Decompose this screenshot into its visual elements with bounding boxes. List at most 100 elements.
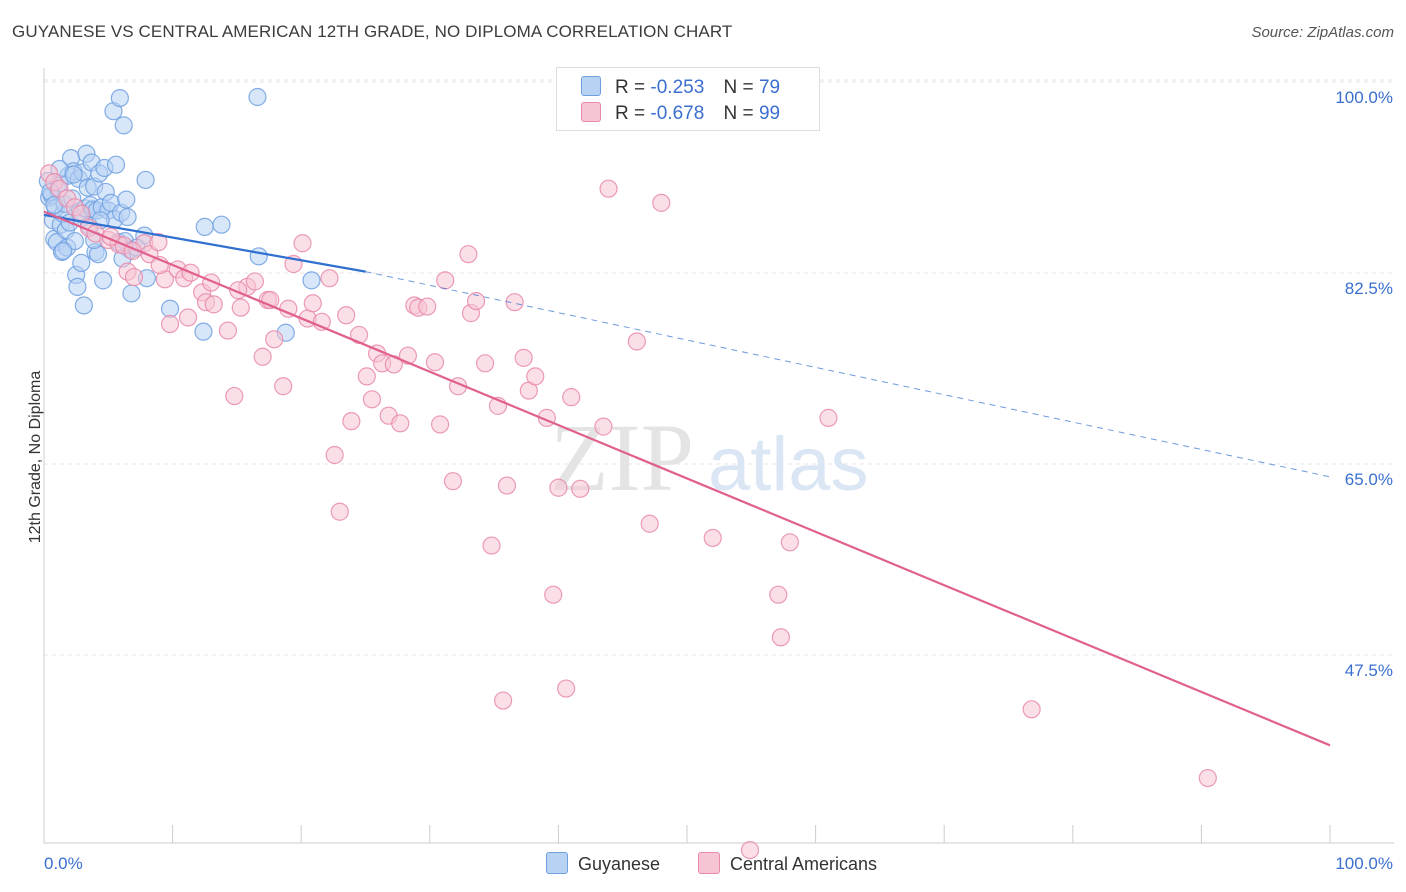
point-central-americans-68 [497,476,517,495]
point-guyanese-62 [194,322,213,341]
grid-lines [44,79,1394,656]
watermark: ZIP atlas [550,404,869,511]
point-guyanese-74 [64,165,83,184]
point-central-americans-24 [218,321,237,340]
point-central-americans-86 [769,585,788,604]
point-guyanese-61 [160,299,180,318]
point-central-americans-89 [819,408,838,427]
point-central-americans-57 [430,415,450,434]
point-guyanese-22 [68,277,87,297]
point-central-americans-15 [149,233,168,252]
bottom-legend-swatch-central-americans [698,852,720,874]
bottom-legend-guyanese: Guyanese [546,852,660,875]
point-guyanese-68 [302,271,321,290]
legend-n-label: N = [723,77,754,98]
legend-n-value-guyanese: 79 [758,77,781,98]
point-central-americans-43 [342,412,361,431]
legend-r-value-guyanese: -0.253 [650,77,705,98]
point-central-americans-69 [505,293,524,312]
point-central-americans-29 [253,347,272,366]
bottom-legend-label-central-americans: Central Americans [730,854,878,874]
point-central-americans-37 [303,294,322,313]
point-guyanese-20 [65,231,84,251]
point-central-americans-75 [549,478,568,497]
point-guyanese-48 [106,155,126,174]
point-central-americans-72 [526,367,545,386]
point-guyanese-41 [94,271,113,290]
point-central-americans-64 [475,354,495,373]
point-central-americans-40 [325,445,344,465]
point-central-americans-61 [459,245,478,264]
point-central-americans-41 [330,502,349,521]
point-central-americans-82 [640,514,659,533]
point-central-americans-45 [357,367,376,386]
legend-row-guyanese: R = -0.253 N = 79 [581,76,780,99]
point-guyanese-69 [54,241,73,260]
point-central-americans-88 [780,533,799,552]
point-central-americans-85 [740,840,760,860]
point-central-americans-65 [482,536,501,555]
point-central-americans-83 [652,193,671,212]
chart-title: GUYANESE VS CENTRAL AMERICAN 12TH GRADE,… [12,22,733,41]
point-guyanese-54 [117,190,136,209]
trend-lines [43,210,1331,747]
point-central-americans-35 [293,234,312,253]
y-tick-label-0: 100.0% [1335,88,1393,107]
legend-r-label: R = [615,103,646,124]
point-central-americans-79 [594,417,613,436]
point-central-americans-25 [225,386,244,406]
point-central-americans-91 [1198,768,1217,788]
point-central-americans-39 [320,269,339,288]
point-central-americans-81 [627,332,646,351]
point-central-americans-76 [557,679,576,698]
point-guyanese-59 [136,170,155,190]
point-central-americans-46 [362,390,382,409]
point-central-americans-63 [466,291,486,311]
point-guyanese-64 [212,215,231,234]
point-central-americans-12 [124,267,144,287]
point-guyanese-70 [72,253,91,272]
point-guyanese-63 [195,217,214,236]
point-central-americans-51 [391,414,410,433]
point-central-americans-67 [494,691,513,710]
point-central-americans-28 [245,272,265,291]
x-tick-label-0: 0.0% [44,854,83,873]
point-central-americans-87 [771,628,790,647]
x-tick-label-1: 100.0% [1335,854,1393,873]
bottom-legend-swatch-guyanese [546,852,568,874]
legend-r-label: R = [615,77,646,98]
legend-swatch-guyanese [581,76,601,96]
legend-swatch-central-americans [581,102,601,122]
point-guyanese-55 [118,207,137,227]
point-central-americans-42 [337,306,356,325]
point-central-americans-31 [265,330,284,349]
source-label: Source: ZipAtlas.com [1251,24,1394,41]
point-central-americans-59 [443,472,463,491]
point-central-americans-77 [562,388,581,407]
trend-line-guyanese [43,213,366,273]
point-central-americans-20 [178,308,198,327]
point-central-americans-56 [425,353,445,372]
point-central-americans-58 [436,271,455,290]
y-axis-title: 12th Grade, No Diploma [27,371,44,544]
point-guyanese-65 [248,87,267,107]
point-guyanese-66 [249,247,268,266]
point-guyanese-50 [110,88,129,108]
trend-line-central-americans [43,210,1331,747]
data-points [38,87,1217,860]
point-guyanese-52 [114,116,133,135]
point-central-americans-78 [571,479,590,498]
legend: R = -0.253 N = 79 R = -0.678 N = 99 [556,67,820,131]
bottom-legend-central-americans: Central Americans [698,852,877,875]
point-central-americans-26 [231,298,250,317]
x-tick-labels: 0.0% 100.0% [44,854,1393,873]
legend-n-value-central-americans: 99 [758,103,781,124]
point-central-americans-17 [160,314,180,334]
point-central-americans-32 [274,377,293,396]
point-guyanese-27 [74,296,93,315]
y-tick-label-1: 82.5% [1345,279,1393,298]
point-central-americans-70 [514,348,533,367]
legend-r-value-central-americans: -0.678 [650,103,705,124]
point-central-americans-80 [599,179,618,198]
